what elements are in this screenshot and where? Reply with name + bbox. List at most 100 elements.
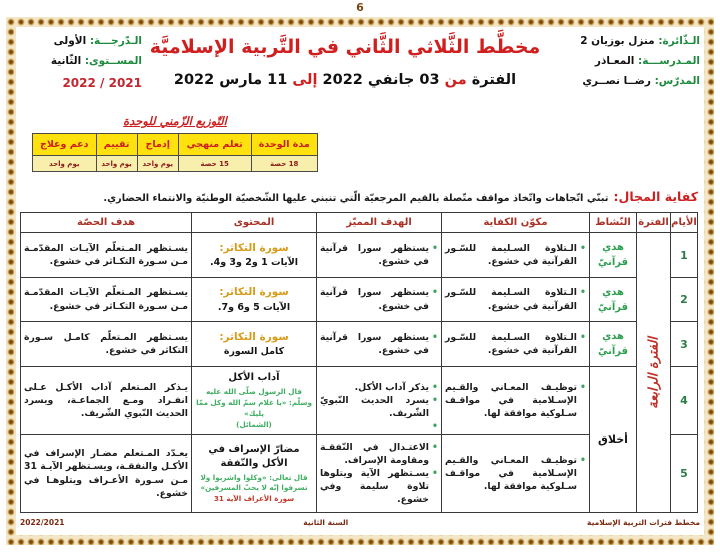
school-value: المعـاذر [594,54,635,67]
domain-competency-line: كفاية المجال: تبنّي اتّجاهات واتّخاذ موا… [22,186,698,207]
page-number: 6 [356,1,364,14]
school-line: المـدرســـة: المعـاذر [548,52,700,72]
dist-col-learning: تعلم منهجي [177,133,252,156]
dist-col-duration: مدة الوحدة [250,133,319,156]
district-value: منزل بوزيان 2 [580,35,655,47]
content-cell: مضارّ الإسراف في الأكل والنّفقة قال تعال… [191,434,317,513]
document-content: الـذّائرة: منزل بوزيان 2 المـدرســـة: ال… [20,30,700,530]
content-title: سورة التكاثر: [219,241,289,254]
session-goal-cell: يسـتظهر المـتعلّم الآيـات المقدّمـة مـن … [20,277,192,322]
document-header: الـذّائرة: منزل بوزيان 2 المـدرســـة: ال… [20,32,700,114]
objective-cell: يستظهر سورا قرآنية في خشوع. [316,277,442,322]
session-goal-cell: يسـتظهر المـتعلّم كامـل سـورة التكاثر في… [20,321,192,367]
lesson-plan-table-wrap: الأيام الفترة النّشاط مكوّن الكفاية الهد… [20,212,698,513]
table-row: 4 أخلاق توظيـف المعـاني والقـيم الإسـلام… [20,366,698,513]
distribution-values-row: 18 حصة 15 حصة يوم واحد يوم واحد يوم واحد [32,155,319,172]
day-number: 2 [670,277,698,322]
grade-label: الـدّرجـــة: [89,35,142,47]
header-grade-info: الـدّرجـــة: الأولى المســتوى: الثّانية … [20,32,142,114]
district-label: الـذّائرة: [658,35,700,47]
content-source: (الشمائل) [236,419,272,429]
activity-cell: هدي قرآنيّ [589,277,637,322]
col-objective: الهدف المميّز [316,212,442,233]
table-row: 5 توظيـف المعـاني والقـيم الإسـلامية في … [20,434,698,513]
session-goal-cell: يـذكر المـتعلم آداب الأكـل عـلى انفـراد … [20,366,192,435]
competency-cell: الـتلاوة السـليمة للسّـور القرآنية في خش… [441,232,590,278]
domain-competency-label: كفاية المجال: [613,189,699,204]
col-period: الفترة [636,212,671,233]
footer-school-year: 2022/2021 [20,518,65,527]
content-text: الآيات 1 و2 و3 و4. [209,257,299,269]
footer-doc-name: مخطط فترات التربية الإسلامية [587,518,700,527]
day-number: 3 [670,321,698,367]
objective-cell: يستظهر سورا قرآنية في خشوع. [316,232,442,278]
level-value: الثّانية [50,54,82,67]
content-title: سورة التكاثر: [219,286,289,298]
period-cell: الفترة الرابعة [636,232,671,513]
footer-year-level: السنة الثانية [303,518,349,527]
content-source: سورة الأعراف الآية 31 [213,494,295,504]
objective-cell: الاعتـدال في النّفقـة ومقاومة الإسراف. ي… [316,434,442,513]
time-distribution-section: التّوزيع الزّمني للوحدة مدة الوحدة تعلم … [32,114,319,172]
col-days: الأيام [670,212,698,233]
day-number: 5 [670,434,698,513]
content-title: آداب الأكل [228,372,280,384]
content-cell: سورة التكاثر: الآيات 1 و2 و3 و4. [191,232,317,278]
teacher-label: المدرّس: [654,74,700,87]
activity-cell: هدي قرآنيّ [589,321,637,367]
page-footer: مخطط فترات التربية الإسلامية السنة الثان… [20,518,700,527]
competency-cell: توظيـف المعـاني والقـيم الإسـلامية في مو… [441,366,590,435]
time-distribution-title: التّوزيع الزّمني للوحدة [123,114,227,128]
header-title-block: مخطَّط الثَّلاثي الثَّاني في التَّربية ا… [142,32,548,114]
content-title: سورة التكاثر: [219,330,289,343]
content-text: كامل السورة [223,346,285,358]
table-row: 3 هدي قرآنيّ الـتلاوة السـليمة للسّـور ا… [20,321,698,367]
activity-cell: هدي قرآنيّ [589,232,637,278]
period-vertical-annotation: الفترة الرابعة [646,336,661,409]
objective-cell: يذكر آداب الأكل. يسرد الحديث النّبويّ ال… [316,366,442,435]
distribution-header-row: مدة الوحدة تعلم منهجي إدماج تقييم دعم وع… [32,133,319,156]
school-years: 2022 / 2021 [62,75,142,90]
district-line: الـذّائرة: منزل بوزيان 2 [548,32,700,52]
content-text: الآيات 5 و6 و7. [217,301,291,313]
document-title: مخطَّط الثَّلاثي الثَّاني في التَّربية ا… [149,36,541,58]
teacher-value: رضــا نصــري [582,74,651,87]
school-label: المـدرســـة: [638,54,700,67]
session-goal-cell: يسـتظهر المـتعلّم الآيـات المقدّمـة مـن … [20,232,192,278]
activity-cell: أخلاق [589,366,637,513]
day-number: 4 [670,366,698,435]
time-distribution-table: مدة الوحدة تعلم منهجي إدماج تقييم دعم وع… [32,133,319,172]
lesson-plan-table: الأيام الفترة النّشاط مكوّن الكفاية الهد… [20,212,698,513]
competency-cell: الـتلاوة السـليمة للسّـور القرآنية في خش… [441,321,590,367]
col-content: المحتوى [191,212,317,233]
table-row: 1 الفترة الرابعة هدي قرآنيّ الـتلاوة الس… [20,232,698,513]
competency-cell: توظيـف المعـاني والقـيم الإسـلامية في مو… [441,434,590,513]
content-cell: سورة التكاثر: الآيات 5 و6 و7. [191,277,317,322]
dist-col-integration: إدماج [136,133,179,156]
objective-cell: يستظهر سورا قرآنية في خشوع. [316,321,442,367]
col-session-goal: هدف الحصّة [20,212,192,233]
level-line: المســتوى: الثّانية [20,52,142,72]
session-goal-cell: يعـدّد المـتعلم مضـار الإسراف في الأكـل … [20,434,192,513]
content-cell: سورة التكاثر: كامل السورة [191,321,317,367]
content-quote: قال الرسول صلّى الله عليه وسلّم: «يا غلا… [196,387,312,418]
domain-competency-text: تبنّي اتّجاهات واتّخاذ مواقف متّصلة بالق… [103,193,609,204]
dist-col-evaluation: تقييم [95,133,138,156]
grade-line: الـدّرجـــة: الأولى [20,32,142,52]
document-period: الفترة من 03 جانفي 2022 إلى 11 مارس 2022 [173,72,517,88]
day-number: 1 [670,232,698,278]
level-label: المســتوى: [84,54,142,67]
dist-col-support: دعم وعلاج [32,133,97,156]
teacher-line: المدرّس: رضــا نصــري [548,72,700,92]
col-competency: مكوّن الكفاية [441,212,590,233]
competency-cell: الـتلاوة السـليمة للسّـور القرآنية في خش… [441,277,590,322]
header-school-info: الـذّائرة: منزل بوزيان 2 المـدرســـة: ال… [548,32,700,114]
table-header-row: الأيام الفترة النّشاط مكوّن الكفاية الهد… [20,212,698,233]
content-cell: آداب الأكل قال الرسول صلّى الله عليه وسل… [191,366,317,435]
grade-value: الأولى [53,35,87,47]
content-title: مضارّ الإسراف في الأكل والنّفقة [208,443,300,469]
table-row: 2 هدي قرآنيّ الـتلاوة السـليمة للسّـور ا… [20,277,698,322]
col-activity: النّشاط [589,212,637,233]
content-quote: قال تعالى: «وكلوا واشربوا ولا تسرفوا إنّ… [200,472,308,493]
